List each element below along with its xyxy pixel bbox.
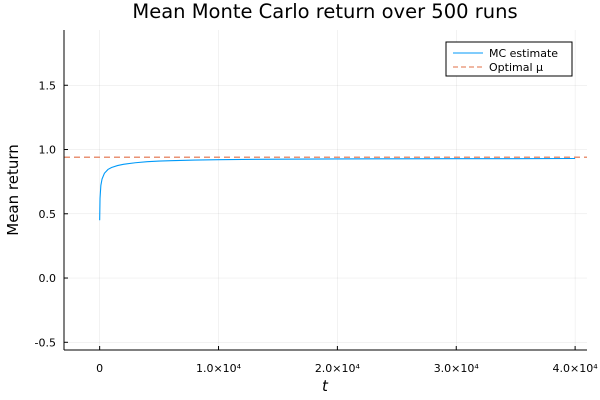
x-tick-label: 1.0×10⁴	[196, 362, 242, 375]
x-tick-label: 2.0×10⁴	[315, 362, 361, 375]
chart-title: Mean Monte Carlo return over 500 runs	[132, 0, 517, 23]
legend-label-0: MC estimate	[489, 47, 558, 60]
legend-box	[445, 41, 573, 77]
plot-area	[64, 156, 587, 221]
axes	[63, 30, 587, 351]
y-tick-label: 1.0	[39, 144, 57, 157]
y-axis-label: Mean return	[4, 144, 22, 236]
y-tick-label: -0.5	[35, 336, 56, 349]
legend-label-1: Optimal μ	[489, 61, 543, 74]
tick-labels: 0 1.0×10⁴ 2.0×10⁴ 3.0×10⁴ 4.0×10⁴ -0.5 0.0 0.5 1…	[35, 79, 599, 375]
y-tick-label: 0.5	[39, 208, 57, 221]
x-tick-label: 3.0×10⁴	[434, 362, 480, 375]
x-tick-label: 4.0×10⁴	[553, 362, 599, 375]
series-line-0	[99, 157, 576, 221]
x-axis-label: t	[322, 377, 329, 395]
y-tick-label: 0.0	[39, 272, 57, 285]
grid	[64, 30, 587, 350]
x-tick-label: 0	[96, 362, 103, 375]
y-tick-label: 1.5	[39, 79, 57, 92]
